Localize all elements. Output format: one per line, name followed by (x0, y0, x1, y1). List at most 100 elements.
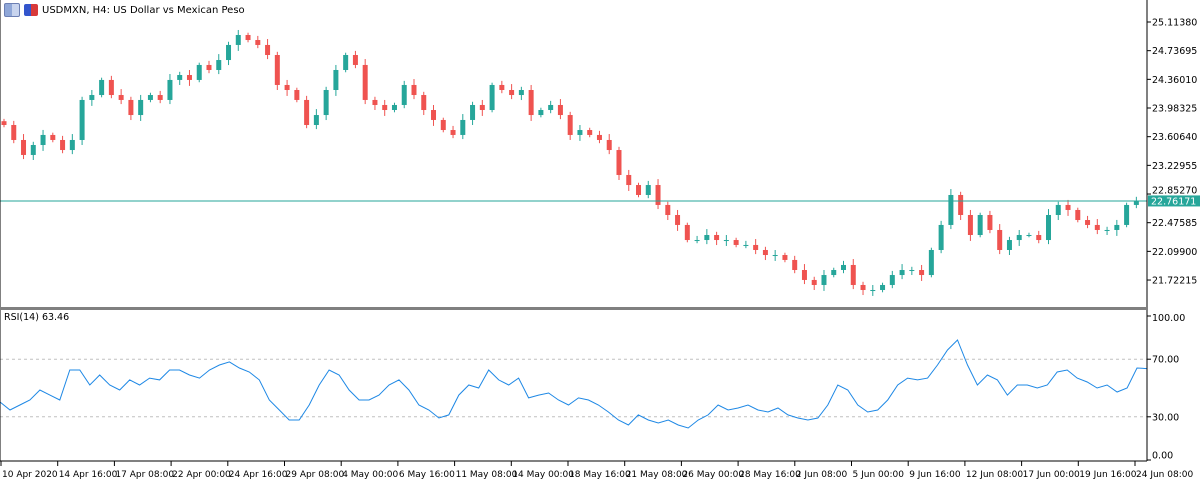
candle (723, 235, 729, 246)
candle (938, 220, 944, 254)
candle (850, 259, 856, 290)
candle-body (245, 34, 251, 41)
candle-body (489, 84, 495, 111)
candle (792, 255, 798, 274)
candle-body (1016, 235, 1022, 241)
candle (1114, 219, 1120, 236)
candle-body (284, 84, 290, 90)
candle (479, 99, 485, 116)
candle-body (987, 214, 993, 230)
candle (470, 101, 476, 125)
candle (372, 96, 378, 111)
candle-body (889, 275, 895, 285)
candle (645, 180, 651, 199)
candle-body (1094, 224, 1100, 230)
candle-body (577, 130, 583, 135)
candle (440, 117, 446, 133)
candle-body (841, 264, 847, 270)
candle (89, 89, 95, 106)
candle (577, 124, 583, 141)
candle-body (186, 75, 192, 80)
y-tick-label: 24.73695 (1152, 46, 1197, 57)
candle-body (391, 104, 397, 111)
candle (538, 107, 544, 118)
candle-body (470, 104, 476, 120)
candle (636, 182, 642, 198)
candle (762, 246, 768, 261)
candle (294, 87, 300, 103)
candle-body (1065, 204, 1071, 210)
candle (811, 276, 817, 291)
x-tick-label: 4 May 00:00 (342, 470, 398, 480)
candle-body (274, 55, 280, 85)
candle (977, 212, 983, 238)
candle-body (206, 64, 212, 70)
candle (704, 229, 710, 245)
x-tick-label: 24 Jun 08:00 (1136, 470, 1193, 480)
candle (1133, 196, 1139, 209)
candle-body (626, 174, 632, 186)
candle (714, 231, 720, 246)
candle (362, 59, 368, 105)
candle-body (313, 115, 319, 125)
candle-body (372, 99, 378, 105)
candle-body (167, 79, 173, 100)
candle-body (753, 244, 759, 250)
chart-window-icon[interactable] (4, 3, 20, 17)
candle-body (50, 134, 56, 140)
candle (99, 77, 105, 98)
candle-body (596, 134, 602, 140)
candle (50, 132, 56, 143)
candle (948, 189, 954, 230)
candle (177, 71, 183, 85)
candle (147, 92, 153, 103)
chart-type-icon[interactable] (24, 4, 38, 16)
candle (606, 134, 612, 155)
candle-body (655, 185, 661, 205)
candle (841, 260, 847, 274)
candle (1006, 236, 1012, 256)
candle (616, 146, 622, 180)
candle-body (1055, 204, 1061, 215)
candle-body (723, 240, 729, 242)
candle-body (977, 214, 983, 236)
candle-body (606, 139, 612, 151)
candle-body (850, 264, 856, 285)
candle-body (60, 139, 66, 151)
x-tick-label: 21 May 08:00 (626, 470, 688, 480)
candle-body (352, 55, 358, 65)
candle-body (772, 255, 778, 257)
candle-body (665, 204, 671, 215)
y-tick-label: 22.09900 (1152, 247, 1197, 258)
x-tick-label: 24 Apr 16:00 (229, 470, 288, 480)
candle (352, 50, 358, 69)
x-tick-label: 14 May 00:00 (512, 470, 574, 480)
candle (108, 75, 114, 99)
candle-body (762, 249, 768, 256)
candle-body (684, 224, 690, 241)
candle (186, 69, 192, 86)
candle-body (928, 249, 934, 276)
candle-body (1036, 235, 1042, 241)
candle (323, 86, 329, 121)
candle (343, 52, 349, 73)
candle (596, 130, 602, 144)
candle (509, 84, 515, 100)
candle-body (79, 99, 85, 140)
candle-body (1104, 229, 1110, 231)
candle (401, 80, 407, 109)
candle-body (89, 95, 95, 100)
candle (1065, 199, 1071, 216)
candle (196, 62, 202, 83)
candle-body (587, 130, 593, 135)
y-tick-label: 22.85270 (1152, 185, 1197, 196)
candle (235, 29, 241, 51)
candle (69, 134, 75, 155)
candle (1, 118, 7, 128)
candle-body (333, 69, 339, 90)
candle-body (714, 235, 720, 241)
candle (138, 94, 144, 121)
candle-body (265, 44, 271, 56)
candle-body (69, 139, 75, 151)
